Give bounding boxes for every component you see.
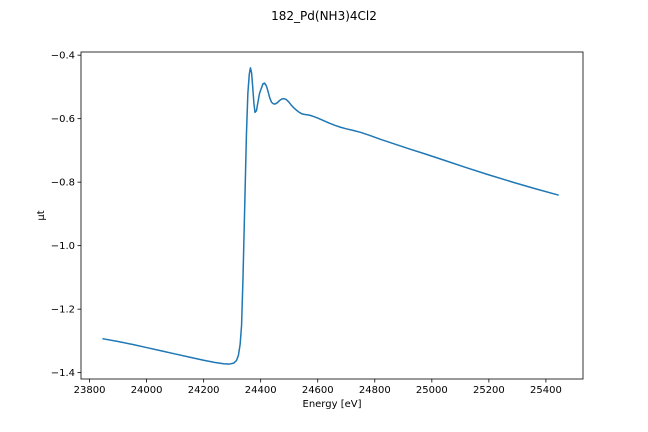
series-line-0 (102, 67, 559, 365)
x-tick-label: 25200 (473, 385, 505, 396)
chart-title: 182_Pd(NH3)4Cl2 (271, 9, 377, 23)
y-axis-label: μt (36, 210, 47, 220)
x-tick-label: 25400 (530, 385, 562, 396)
x-tick-label: 24400 (245, 385, 277, 396)
x-axis-label: Energy [eV] (303, 399, 362, 410)
x-axis: 23800 24000 24200 24400 24600 24800 25000 25200… (74, 379, 562, 396)
plot-area (102, 67, 559, 365)
x-tick-label: 23800 (74, 385, 106, 396)
plot-frame (80, 51, 584, 380)
x-tick-label: 24600 (302, 385, 334, 396)
y-tick-label: −0.4 (51, 51, 75, 62)
x-tick-label: 25000 (416, 385, 448, 396)
x-tick-label: 24000 (131, 385, 163, 396)
x-tick-label: 24800 (359, 385, 391, 396)
y-tick-label: −0.6 (51, 114, 75, 125)
y-tick-label: −0.8 (51, 178, 75, 189)
y-axis: −1.4 −1.2 −1.0 −0.8 −0.6 −0.4 (51, 51, 81, 379)
x-tick-label: 24200 (188, 385, 220, 396)
y-tick-label: −1.0 (51, 241, 75, 252)
y-tick-label: −1.4 (51, 368, 75, 379)
y-tick-label: −1.2 (51, 305, 75, 316)
